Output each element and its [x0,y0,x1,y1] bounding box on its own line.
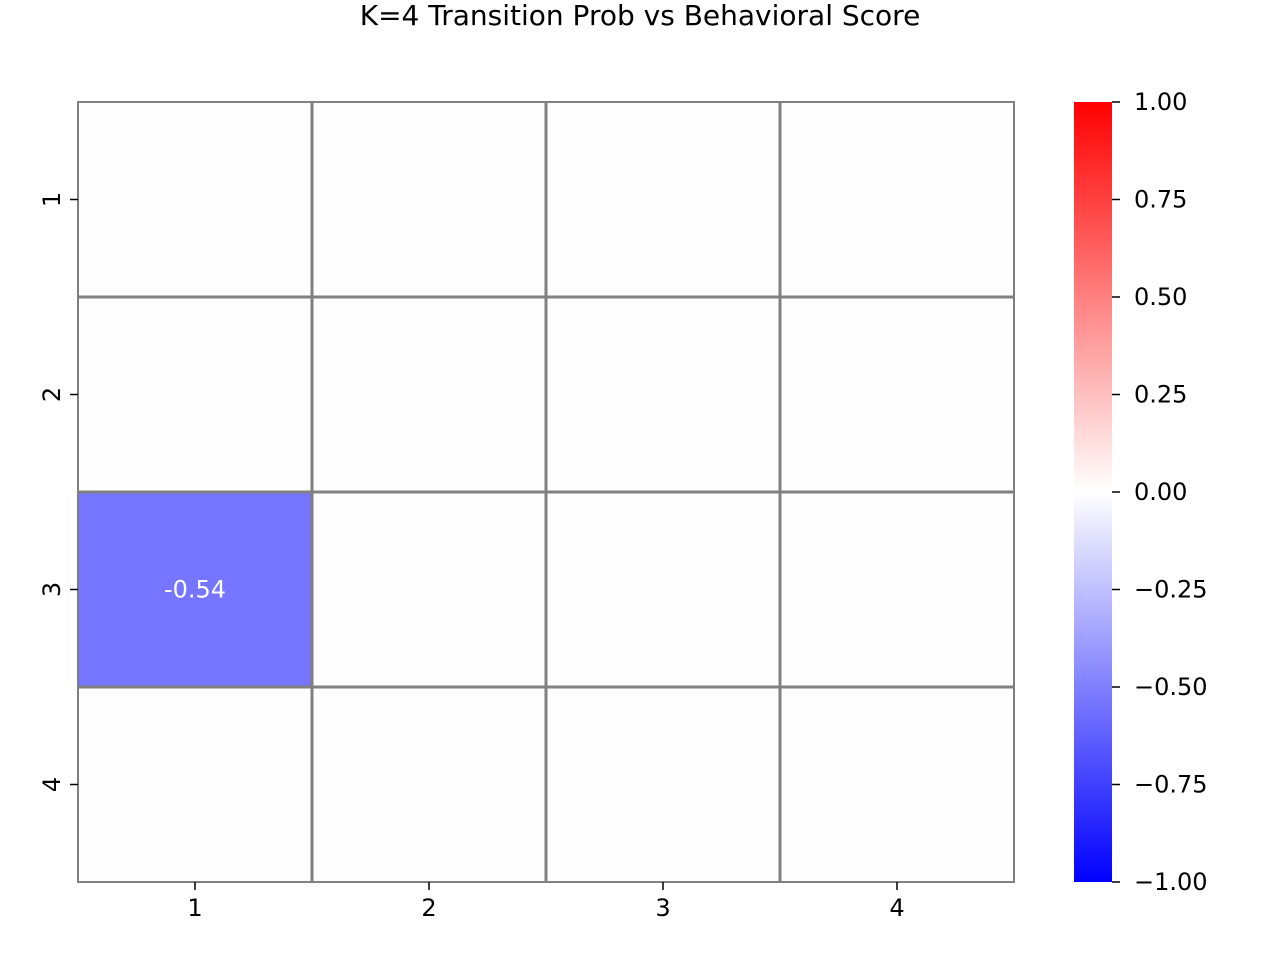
heatmap-cell [780,687,1014,882]
heatmap-cell [78,687,312,882]
x-tick-label: 1 [187,894,202,922]
heatmap-cell [312,297,546,492]
colorbar-gradient [1074,102,1112,882]
colorbar-tick-label: 0.50 [1134,283,1187,311]
colorbar-tick-label: −1.00 [1134,868,1208,896]
heatmap-cells [78,102,1014,882]
plot-frame [77,101,1015,883]
heatmap-cell [312,102,546,297]
x-tick-label: 2 [421,894,436,922]
cell-annotation: -0.54 [164,576,226,604]
y-tick-label: 1 [38,192,66,207]
heatmap-cell [78,492,312,687]
x-tick-label: 4 [889,894,904,922]
colorbar-tick-label: −0.50 [1134,673,1208,701]
chart-title: K=4 Transition Prob vs Behavioral Score [360,0,921,32]
x-axis: 1 2 3 4 [187,882,905,922]
heatmap-cell [78,297,312,492]
heatmap-cell [546,102,780,297]
x-tick-label: 3 [655,894,670,922]
y-tick-label: 2 [38,387,66,402]
heatmap-cell [780,102,1014,297]
heatmap-grid [77,101,1015,883]
y-tick-label: 3 [38,582,66,597]
heatmap-cell [312,492,546,687]
heatmap-cell [312,687,546,882]
heatmap-cell [780,492,1014,687]
colorbar-tick-label: −0.75 [1134,771,1208,799]
colorbar: 1.00 0.75 0.50 0.25 0.00 −0.25 −0.50 −0.75 −1.00 [1074,88,1208,896]
heatmap-cell [546,297,780,492]
y-axis: 1 2 3 4 [38,192,78,792]
heatmap-cell [780,297,1014,492]
colorbar-tick-label: 0.00 [1134,478,1187,506]
y-tick-label: 4 [38,777,66,792]
colorbar-tick-label: 1.00 [1134,88,1187,116]
colorbar-tick-label: −0.25 [1134,576,1208,604]
heatmap-annotations: -0.54 [164,576,226,604]
colorbar-tick-label: 0.75 [1134,186,1187,214]
heatmap-cell [546,492,780,687]
heatmap-cell [78,102,312,297]
colorbar-tick-label: 0.25 [1134,381,1187,409]
heatmap-cell [546,687,780,882]
